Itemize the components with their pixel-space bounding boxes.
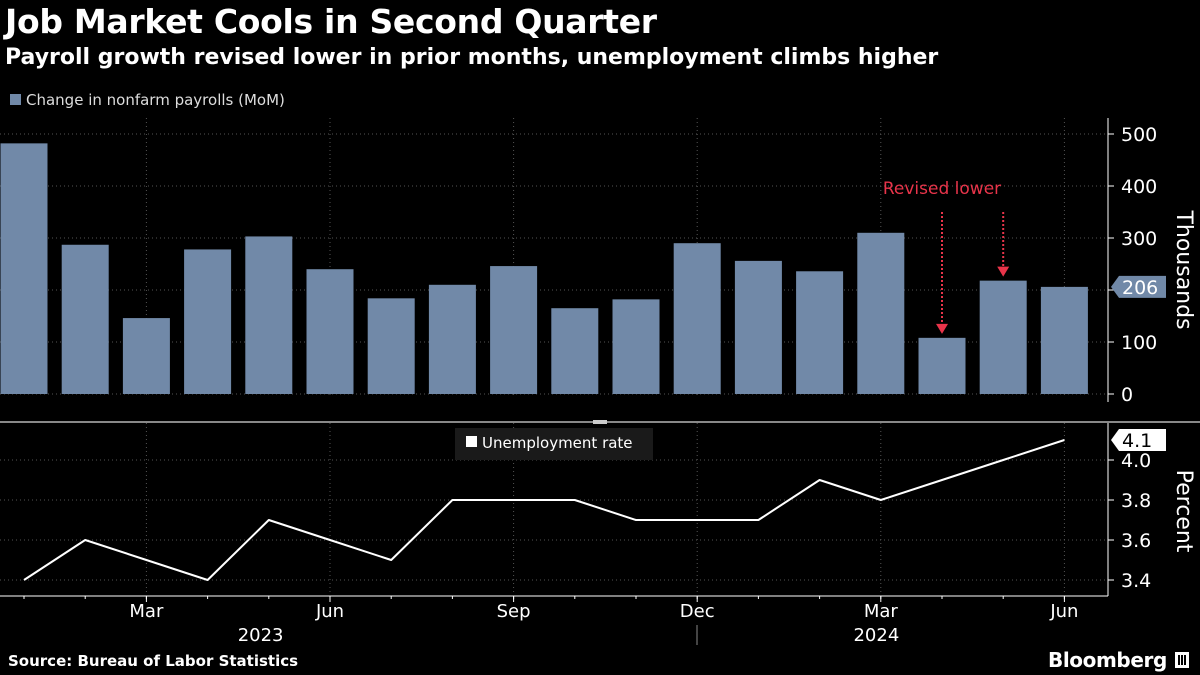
revised-arrow-head xyxy=(997,266,1010,277)
brand-name: Bloomberg xyxy=(1048,648,1167,672)
payroll-bar xyxy=(184,249,232,394)
payroll-bar xyxy=(0,143,48,394)
xaxis-year-label: 2024 xyxy=(853,625,899,646)
bottom-ytick-label: 3.4 xyxy=(1121,570,1151,592)
payroll-bar xyxy=(306,269,354,394)
payroll-bar xyxy=(367,298,415,394)
payroll-bar xyxy=(490,266,538,394)
top-ytick-label: 400 xyxy=(1121,176,1157,198)
top-ytick-label: 0 xyxy=(1121,384,1133,406)
revised-arrow-head xyxy=(936,323,948,334)
payroll-last-value-badge xyxy=(1111,275,1166,298)
top-ytick-label: 300 xyxy=(1121,228,1157,250)
bottom-ytick-label: 3.8 xyxy=(1121,490,1151,512)
payroll-legend-label: Change in nonfarm payrolls (MoM) xyxy=(26,91,285,109)
bottom-ytick-label: 3.6 xyxy=(1121,530,1151,552)
unemployment-legend-label: Unemployment rate xyxy=(482,434,633,452)
unemployment-line xyxy=(23,439,1065,581)
revised-lower-annotation: Revised lower xyxy=(883,179,1001,199)
brand-terminal-icon xyxy=(1174,652,1189,668)
top-ytick-label: 500 xyxy=(1121,124,1157,146)
payroll-bar xyxy=(551,308,599,394)
payroll-bar xyxy=(796,271,844,394)
xaxis-month-label: Jun xyxy=(315,601,344,622)
bottom-yaxis-title: Percent xyxy=(1171,470,1196,553)
payroll-last-value-label: 206 xyxy=(1122,277,1158,299)
payroll-bar xyxy=(857,232,905,394)
xaxis-month-label: Jun xyxy=(1049,601,1078,622)
bottom-ytick-label: 4.0 xyxy=(1121,450,1151,472)
brand-logo: Bloomberg xyxy=(1048,648,1189,672)
source-note: Source: Bureau of Labor Statistics xyxy=(8,652,299,670)
payroll-bar xyxy=(61,244,109,394)
payroll-bar xyxy=(918,337,966,394)
xaxis-year-label: 2023 xyxy=(238,625,284,646)
payroll-bar xyxy=(734,260,782,394)
unemployment-last-value-label: 4.1 xyxy=(1122,430,1152,452)
unemployment-legend-box xyxy=(455,428,653,460)
payroll-bar xyxy=(428,284,476,394)
xaxis-month-label: Sep xyxy=(497,601,531,622)
xaxis-month-label: Dec xyxy=(680,601,715,622)
payroll-bar xyxy=(979,280,1027,394)
chart-title: Job Market Cools in Second Quarter xyxy=(5,2,657,41)
payroll-bar xyxy=(673,243,721,394)
payroll-bar xyxy=(122,318,170,394)
unemployment-legend-swatch xyxy=(466,436,477,447)
xaxis-month-label: Mar xyxy=(129,601,164,622)
payroll-bar xyxy=(612,299,660,394)
payroll-bar xyxy=(1040,286,1088,394)
payroll-bar xyxy=(245,236,293,394)
unemployment-last-value-badge xyxy=(1111,429,1166,451)
xaxis-month-label: Mar xyxy=(864,601,899,622)
top-ytick-label: 100 xyxy=(1121,332,1157,354)
top-yaxis-title: Thousands xyxy=(1171,209,1196,329)
payroll-legend-swatch xyxy=(10,94,21,105)
chart-subtitle: Payroll growth revised lower in prior mo… xyxy=(5,45,939,70)
